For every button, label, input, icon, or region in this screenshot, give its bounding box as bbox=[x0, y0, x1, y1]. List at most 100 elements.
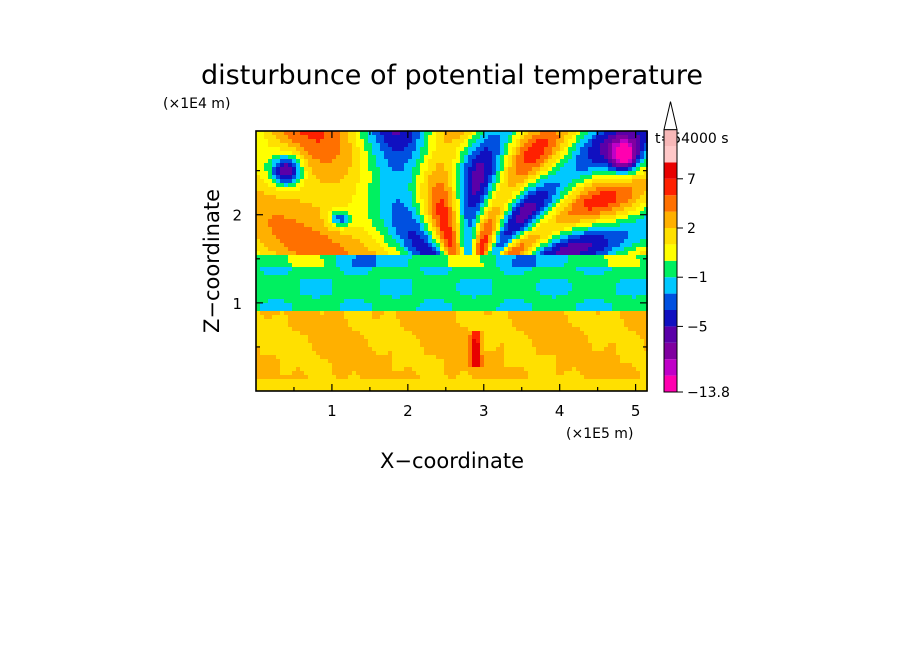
heatmap-cell bbox=[396, 315, 400, 319]
heatmap-cell bbox=[520, 203, 524, 207]
heatmap-cell bbox=[476, 163, 480, 167]
heatmap-cell bbox=[264, 231, 268, 235]
heatmap-cell bbox=[256, 219, 260, 223]
heatmap-cell bbox=[272, 383, 276, 387]
heatmap-cell bbox=[424, 307, 428, 311]
heatmap-cell bbox=[412, 295, 416, 299]
heatmap-cell bbox=[268, 219, 272, 223]
heatmap-cell bbox=[336, 191, 340, 195]
heatmap-cell bbox=[380, 235, 384, 239]
heatmap-cell bbox=[520, 255, 524, 259]
heatmap-cell bbox=[552, 343, 556, 347]
heatmap-cell bbox=[264, 215, 268, 219]
heatmap-cell bbox=[356, 251, 360, 255]
heatmap-cell bbox=[560, 287, 564, 291]
heatmap-cell bbox=[320, 159, 324, 163]
heatmap-cell bbox=[448, 171, 452, 175]
heatmap-cell bbox=[300, 239, 304, 243]
heatmap-cell bbox=[412, 227, 416, 231]
heatmap-cell bbox=[424, 151, 428, 155]
heatmap-cell bbox=[268, 247, 272, 251]
heatmap-cell bbox=[352, 163, 356, 167]
heatmap-cell bbox=[532, 223, 536, 227]
heatmap-cell bbox=[332, 171, 336, 175]
heatmap-cell bbox=[400, 379, 404, 383]
heatmap-cell bbox=[544, 303, 548, 307]
heatmap-cell bbox=[532, 211, 536, 215]
heatmap-cell bbox=[452, 307, 456, 311]
heatmap-cell bbox=[292, 235, 296, 239]
heatmap-cell bbox=[296, 315, 300, 319]
heatmap-cell bbox=[400, 259, 404, 263]
heatmap-cell bbox=[520, 323, 524, 327]
heatmap-cell bbox=[420, 203, 424, 207]
heatmap-cell bbox=[276, 187, 280, 191]
heatmap-cell bbox=[320, 287, 324, 291]
heatmap-cell bbox=[408, 351, 412, 355]
heatmap-cell bbox=[372, 311, 376, 315]
heatmap-cell bbox=[292, 139, 296, 143]
heatmap-cell bbox=[404, 303, 408, 307]
heatmap-cell bbox=[388, 279, 392, 283]
heatmap-cell bbox=[352, 147, 356, 151]
heatmap-cell bbox=[304, 267, 308, 271]
heatmap-cell bbox=[360, 303, 364, 307]
heatmap-cell bbox=[384, 367, 388, 371]
heatmap-cell bbox=[316, 243, 320, 247]
heatmap-cell bbox=[472, 147, 476, 151]
heatmap-cell bbox=[284, 219, 288, 223]
heatmap-cell bbox=[540, 367, 544, 371]
heatmap-cell bbox=[484, 387, 488, 391]
heatmap-cell bbox=[400, 371, 404, 375]
heatmap-cell bbox=[380, 163, 384, 167]
heatmap-cell bbox=[340, 307, 344, 311]
heatmap-cell bbox=[528, 223, 532, 227]
heatmap-cell bbox=[268, 267, 272, 271]
heatmap-cell bbox=[292, 327, 296, 331]
heatmap-cell bbox=[364, 291, 368, 295]
heatmap-cell bbox=[384, 319, 388, 323]
heatmap-cell bbox=[424, 371, 428, 375]
heatmap-cell bbox=[328, 171, 332, 175]
heatmap-cell bbox=[520, 311, 524, 315]
heatmap-cell bbox=[324, 255, 328, 259]
heatmap-cell bbox=[460, 279, 464, 283]
heatmap-cell bbox=[404, 247, 408, 251]
heatmap-cell bbox=[444, 259, 448, 263]
heatmap-cell bbox=[464, 299, 468, 303]
heatmap-cell bbox=[260, 179, 264, 183]
heatmap-cell bbox=[360, 379, 364, 383]
heatmap-cell bbox=[520, 147, 524, 151]
heatmap-cell bbox=[360, 339, 364, 343]
heatmap-cell bbox=[396, 259, 400, 263]
heatmap-cell bbox=[428, 191, 432, 195]
heatmap-cell bbox=[540, 295, 544, 299]
heatmap-cell bbox=[440, 263, 444, 267]
heatmap-cell bbox=[508, 167, 512, 171]
heatmap-cell bbox=[372, 355, 376, 359]
heatmap-cell bbox=[272, 171, 276, 175]
heatmap-cell bbox=[288, 135, 292, 139]
heatmap-cell bbox=[348, 291, 352, 295]
heatmap-cell bbox=[336, 183, 340, 187]
heatmap-cell bbox=[560, 147, 564, 151]
heatmap-cell bbox=[276, 155, 280, 159]
heatmap-cell bbox=[384, 211, 388, 215]
heatmap-cell bbox=[520, 135, 524, 139]
heatmap-cell bbox=[368, 163, 372, 167]
heatmap-cell bbox=[288, 199, 292, 203]
heatmap-cell bbox=[384, 171, 388, 175]
heatmap-cell bbox=[392, 203, 396, 207]
heatmap-cell bbox=[384, 311, 388, 315]
heatmap-cell bbox=[284, 135, 288, 139]
heatmap-cell bbox=[280, 375, 284, 379]
heatmap-cell bbox=[264, 167, 268, 171]
heatmap-cell bbox=[404, 139, 408, 143]
heatmap-cell bbox=[448, 259, 452, 263]
heatmap-cell bbox=[408, 303, 412, 307]
heatmap-cell bbox=[308, 367, 312, 371]
heatmap-cell bbox=[296, 335, 300, 339]
heatmap-cell bbox=[428, 319, 432, 323]
heatmap-cell bbox=[352, 247, 356, 251]
heatmap-cell bbox=[520, 263, 524, 267]
